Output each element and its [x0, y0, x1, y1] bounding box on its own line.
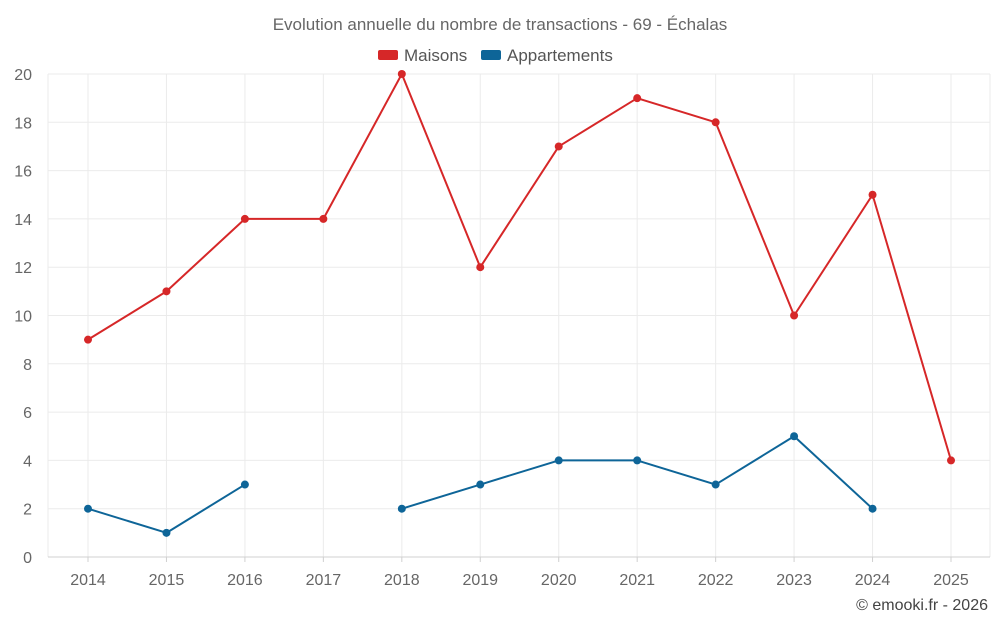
- grid: [47, 73, 991, 557]
- legend-swatch-appartements: [481, 50, 501, 60]
- data-point-appartements[interactable]: [554, 456, 563, 465]
- y-tick-label: 20: [14, 67, 32, 84]
- y-tick-label: 0: [23, 550, 32, 567]
- data-point-appartements[interactable]: [711, 480, 720, 489]
- data-point-appartements[interactable]: [476, 480, 485, 489]
- legend-item-appartements[interactable]: Appartements: [481, 46, 613, 65]
- x-tick-label: 2025: [933, 572, 969, 589]
- x-tick-label: 2024: [855, 572, 891, 589]
- x-tick-label: 2015: [149, 572, 185, 589]
- chart-title: Evolution annuelle du nombre de transact…: [273, 15, 728, 34]
- data-point-maisons[interactable]: [947, 456, 955, 465]
- legend: Maisons Appartements: [378, 46, 613, 65]
- data-point-maisons[interactable]: [711, 118, 720, 127]
- data-point-maisons[interactable]: [84, 335, 92, 344]
- x-tick-label: 2018: [384, 572, 420, 589]
- data-point-maisons[interactable]: [240, 214, 249, 223]
- x-tick-label: 2021: [619, 572, 655, 589]
- x-tick-label: 2016: [227, 572, 263, 589]
- series-line-maisons: [87, 73, 952, 461]
- y-tick-label: 2: [23, 502, 32, 519]
- axes: 0 2 4 6 8 10 12 14 16 18 20 2014 2015 2016 2017 2018 201…: [14, 67, 990, 589]
- series-maisons: [84, 70, 955, 465]
- legend-swatch-maisons: [378, 50, 398, 60]
- x-tick-label: 2022: [698, 572, 734, 589]
- y-tick-label: 14: [14, 212, 32, 229]
- copyright-credit: © emooki.fr - 2026: [856, 597, 988, 614]
- x-tick-label: 2020: [541, 572, 577, 589]
- legend-item-maisons[interactable]: Maisons: [378, 46, 467, 65]
- data-point-maisons[interactable]: [476, 263, 485, 272]
- data-point-maisons[interactable]: [790, 311, 799, 320]
- x-tick-label: 2017: [306, 572, 342, 589]
- data-point-maisons[interactable]: [162, 287, 171, 296]
- y-tick-label: 8: [23, 357, 32, 374]
- series: [84, 70, 955, 537]
- y-tick-label: 12: [14, 260, 32, 277]
- data-point-maisons[interactable]: [319, 214, 328, 223]
- data-point-maisons[interactable]: [397, 70, 406, 78]
- y-tick-label: 18: [14, 115, 32, 132]
- y-tick-label: 10: [14, 309, 32, 326]
- data-point-appartements[interactable]: [790, 432, 799, 441]
- data-point-appartements[interactable]: [397, 504, 406, 513]
- data-point-appartements[interactable]: [84, 504, 92, 513]
- data-point-maisons[interactable]: [633, 94, 642, 103]
- legend-label-maisons: Maisons: [404, 46, 467, 65]
- series-appartements: [84, 432, 877, 537]
- data-point-appartements[interactable]: [868, 504, 877, 513]
- y-tick-label: 6: [23, 405, 32, 422]
- x-tick-label: 2023: [776, 572, 812, 589]
- x-tick-label: 2019: [462, 572, 498, 589]
- data-point-maisons[interactable]: [554, 142, 563, 151]
- data-point-appartements[interactable]: [240, 480, 249, 489]
- y-tick-label: 16: [14, 164, 32, 181]
- data-point-appartements[interactable]: [633, 456, 642, 465]
- data-point-maisons[interactable]: [868, 190, 877, 199]
- legend-label-appartements: Appartements: [507, 46, 613, 65]
- x-tick-label: 2014: [70, 572, 106, 589]
- y-tick-label: 4: [23, 453, 32, 470]
- data-point-appartements[interactable]: [162, 528, 171, 537]
